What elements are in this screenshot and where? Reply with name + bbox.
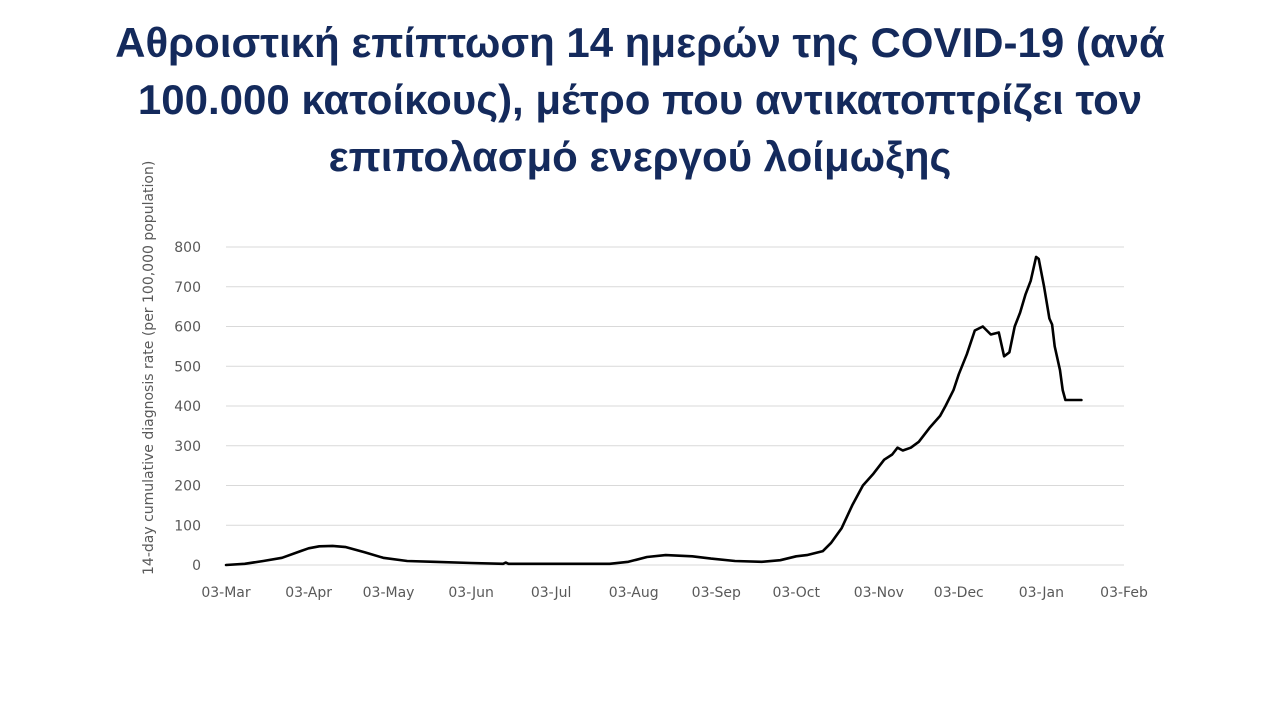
x-tick-label: 03-May (363, 585, 415, 601)
x-tick-label: 03-Oct (773, 585, 821, 601)
x-tick-labels: 03-Mar 03-Apr 03-May 03-Jun 03-Jul 03-Aug 03-S… (201, 585, 1148, 601)
y-tick-label: 0 (192, 558, 201, 574)
x-tick-label: 03-Jun (448, 585, 494, 601)
x-tick-label: 03-Jan (1019, 585, 1064, 601)
y-tick-label: 300 (174, 439, 201, 455)
y-tick-labels: 0 100 200 300 400 500 600 700 800 (174, 240, 201, 574)
y-tick-label: 600 (174, 320, 201, 336)
x-tick-label: 03-Apr (285, 585, 332, 601)
x-tick-label: 03-Jul (531, 585, 572, 601)
gridlines (226, 246, 1124, 566)
y-tick-label: 100 (174, 518, 201, 534)
x-tick-label: 03-Nov (854, 585, 904, 601)
x-tick-label: 03-Aug (609, 585, 659, 601)
slide-title: Αθροιστική επίπτωση 14 ημερών της COVID-… (115, 19, 1165, 180)
y-tick-label: 800 (174, 240, 201, 256)
series-layer (224, 255, 1083, 567)
x-tick-label: 03-Sep (692, 585, 741, 601)
x-tick-label: 03-Feb (1100, 585, 1148, 601)
y-tick-label: 700 (174, 280, 201, 296)
x-tick-label: 03-Dec (934, 585, 984, 601)
y-tick-label: 500 (174, 359, 201, 375)
series-line-0 (224, 255, 1083, 567)
x-tick-label: 03-Mar (201, 585, 251, 601)
y-tick-label: 400 (174, 399, 201, 415)
y-axis-label: 14-day cumulative diagnosis rate (per 10… (141, 161, 157, 575)
y-tick-label: 200 (174, 479, 201, 495)
